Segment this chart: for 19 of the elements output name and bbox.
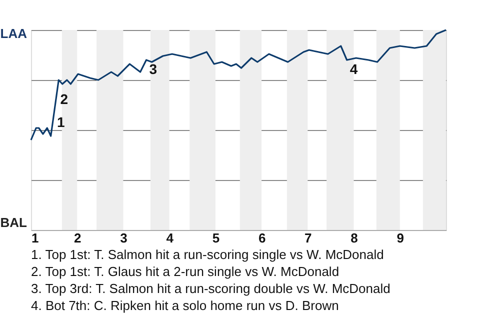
annotation: 2: [60, 91, 68, 107]
text: 3. Top 3rd: T. Salmon hit a run-scoring double vs W. McDonald: [31, 281, 390, 296]
text: BAL: [0, 215, 28, 230]
text: 4. Bot 7th: C. Ripken hit a solo home run vs D. Brown: [31, 298, 339, 313]
x-tick-label: 7: [304, 230, 312, 246]
x-tick-label: 8: [350, 230, 358, 246]
x-tick-label: 9: [396, 230, 404, 246]
text: 1. Top 1st: T. Salmon hit a run-scoring single vs W. McDonald: [31, 247, 384, 262]
annotation: 4: [350, 61, 358, 77]
annotation: 1: [57, 114, 66, 130]
x-tick-label: 4: [166, 230, 174, 246]
x-tick-label: 1: [32, 230, 39, 246]
annotation: 3: [149, 61, 158, 77]
text: LAA: [0, 26, 28, 41]
x-tick-label: 2: [74, 230, 82, 246]
text: 2. Top 1st: T. Glaus hit a 2-run single vs W. McDonald: [31, 264, 340, 279]
x-tick-label: 3: [120, 230, 128, 246]
x-tick-label: 5: [212, 230, 220, 246]
x-tick-label: 6: [258, 230, 266, 246]
